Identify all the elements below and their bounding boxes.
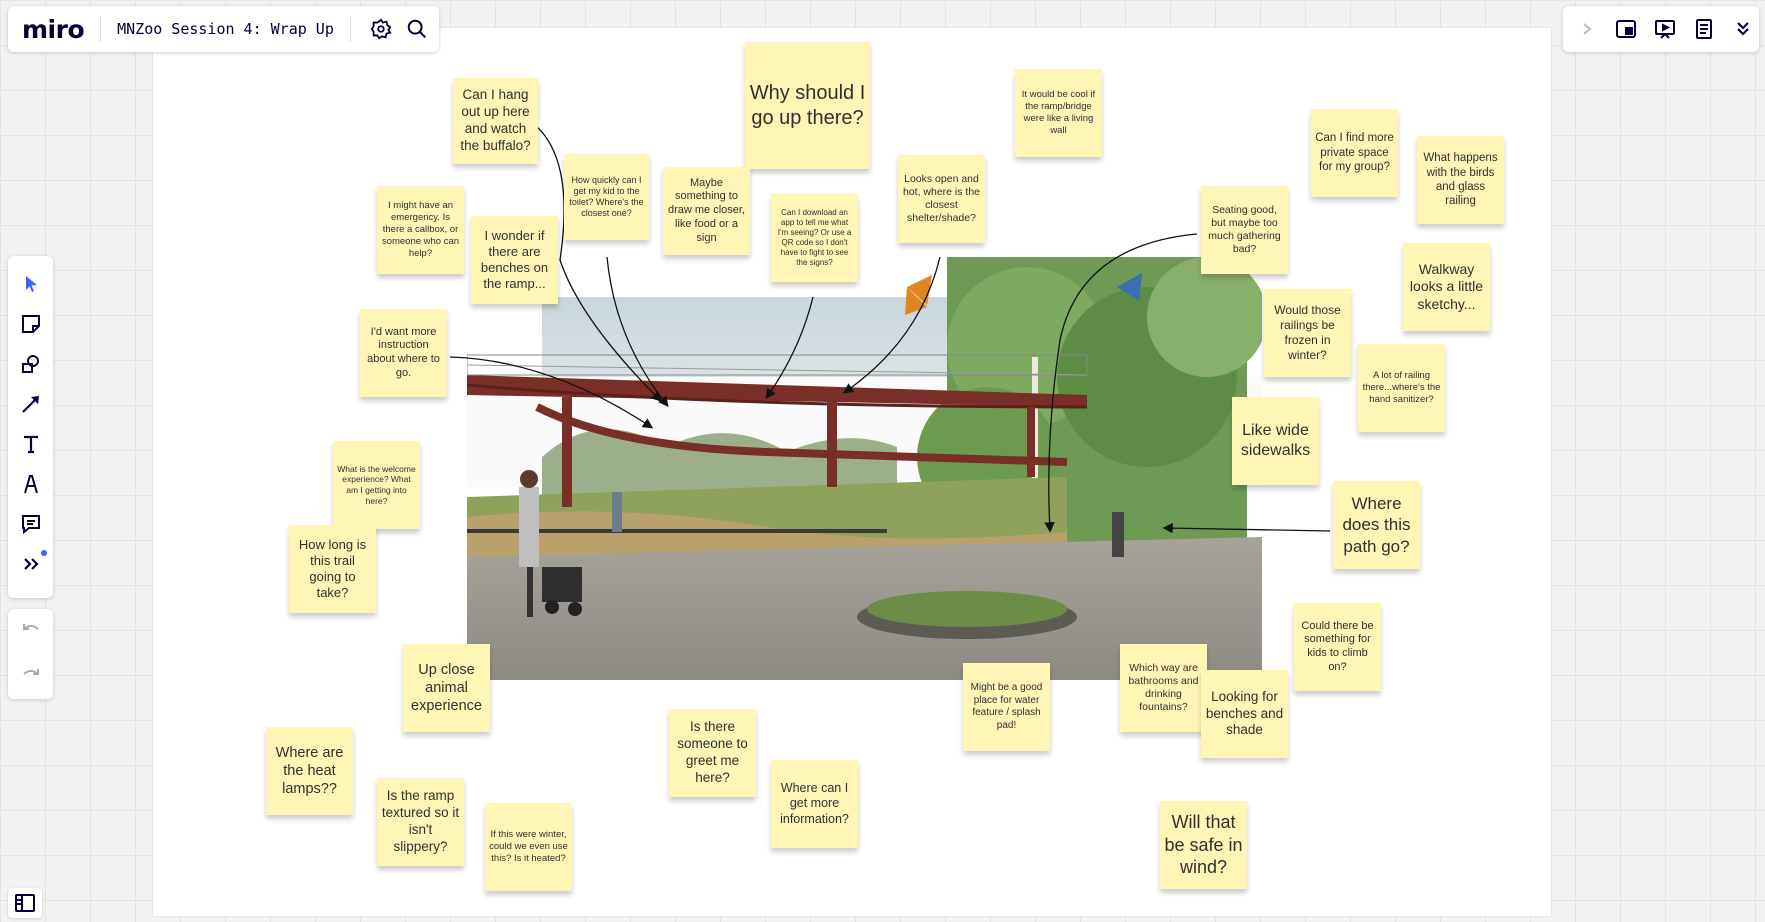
sticky-climb[interactable]: Could there be something for kids to cli… <box>1294 603 1381 691</box>
pen-tool-icon[interactable] <box>13 466 49 502</box>
undo-icon[interactable] <box>13 612 49 648</box>
miro-logo[interactable]: miro <box>22 14 85 44</box>
sticky-walkway[interactable]: Walkway looks a little sketchy... <box>1403 243 1490 331</box>
chevrons-down-icon[interactable] <box>1729 15 1757 43</box>
text-tool-icon[interactable] <box>13 426 49 462</box>
sticky-wind[interactable]: Will that be safe in wind? <box>1160 801 1247 889</box>
sticky-app[interactable]: Can I download an app to tell me what I'… <box>771 194 858 282</box>
sticky-note-tool-icon[interactable] <box>13 306 49 342</box>
sticky-water-feature[interactable]: Might be a good place for water feature … <box>963 663 1050 751</box>
sticky-welcome[interactable]: What is the welcome experience? What am … <box>333 441 420 529</box>
chevron-right-icon[interactable] <box>1573 15 1601 43</box>
present-icon[interactable] <box>1651 15 1679 43</box>
board-panel-toggle-icon[interactable] <box>8 888 42 918</box>
sticky-benches-ramp[interactable]: I wonder if there are benches on the ram… <box>471 216 558 304</box>
sticky-toilet[interactable]: How quickly can I get my kid to the toil… <box>564 154 649 240</box>
top-bar: miro MNZoo Session 4: Wrap Up <box>8 6 439 52</box>
comment-tool-icon[interactable] <box>13 506 49 542</box>
sticky-railings-frozen[interactable]: Would those railings be frozen in winter… <box>1264 289 1351 377</box>
sticky-how-long[interactable]: How long is this trail going to take? <box>289 525 376 613</box>
divider <box>100 16 102 42</box>
sticky-buffalo[interactable]: Can I hang out up here and watch the buf… <box>453 78 538 164</box>
sticky-heat-lamps[interactable]: Where are the heat lamps?? <box>266 727 353 815</box>
bridge-rendering-image[interactable] <box>467 257 1262 680</box>
sticky-more-info[interactable]: Where can I get more information? <box>771 760 858 848</box>
redo-icon[interactable] <box>13 657 49 693</box>
sticky-birds[interactable]: What happens with the birds and glass ra… <box>1417 136 1504 224</box>
settings-icon[interactable] <box>367 15 395 43</box>
sticky-emergency[interactable]: I might have an emergency. Is there a ca… <box>377 186 464 274</box>
select-tool-icon[interactable] <box>13 266 49 302</box>
sticky-up-close[interactable]: Up close animal experience <box>403 644 490 732</box>
sticky-winter[interactable]: If this were winter, could we even use t… <box>485 803 572 891</box>
divider <box>349 16 351 42</box>
sticky-greet[interactable]: Is there someone to greet me here? <box>669 709 756 797</box>
shapes-tool-icon[interactable] <box>13 346 49 382</box>
sticky-private[interactable]: Can I find more private space for my gro… <box>1311 109 1398 197</box>
sticky-why[interactable]: Why should I go up there? <box>745 42 870 169</box>
sticky-board-icon[interactable] <box>1612 15 1640 43</box>
connector-tool-icon[interactable] <box>13 386 49 422</box>
sticky-bathrooms[interactable]: Which way are bathrooms and drinking fou… <box>1120 644 1207 732</box>
sticky-textured[interactable]: Is the ramp textured so it isn't slipper… <box>377 778 464 866</box>
sticky-seating[interactable]: Seating good, but maybe too much gatheri… <box>1201 186 1288 274</box>
notification-dot <box>40 550 47 556</box>
left-toolbar <box>8 256 53 598</box>
notes-icon[interactable] <box>1690 15 1718 43</box>
undo-redo-toolbar <box>8 609 53 699</box>
sticky-wide-sidewalks[interactable]: Like wide sidewalks <box>1232 397 1319 485</box>
more-tools-icon[interactable] <box>13 546 49 582</box>
search-icon[interactable] <box>403 15 431 43</box>
sticky-instruction[interactable]: I'd want more instruction about where to… <box>360 309 447 397</box>
top-right-toolbar <box>1563 6 1759 52</box>
sticky-benches-shade[interactable]: Looking for benches and shade <box>1201 670 1288 758</box>
board-title[interactable]: MNZoo Session 4: Wrap Up <box>117 20 334 38</box>
sticky-sanitizer[interactable]: A lot of railing there...where's the han… <box>1358 344 1445 432</box>
sticky-shelter[interactable]: Looks open and hot, where is the closest… <box>898 155 985 243</box>
sticky-where-path[interactable]: Where does this path go? <box>1333 481 1420 569</box>
sticky-living-wall[interactable]: It would be cool if the ramp/bridge were… <box>1015 69 1102 157</box>
sticky-draw-closer[interactable]: Maybe something to draw me closer, like … <box>663 167 750 255</box>
